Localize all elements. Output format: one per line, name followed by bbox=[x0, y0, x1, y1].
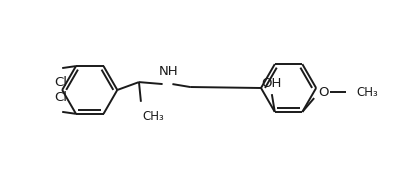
Text: CH₃: CH₃ bbox=[357, 86, 378, 99]
Text: Cl: Cl bbox=[55, 91, 68, 104]
Text: CH₃: CH₃ bbox=[142, 110, 164, 123]
Text: O: O bbox=[319, 86, 329, 99]
Text: NH: NH bbox=[159, 65, 178, 78]
Text: Cl: Cl bbox=[55, 76, 68, 89]
Text: OH: OH bbox=[261, 77, 282, 90]
